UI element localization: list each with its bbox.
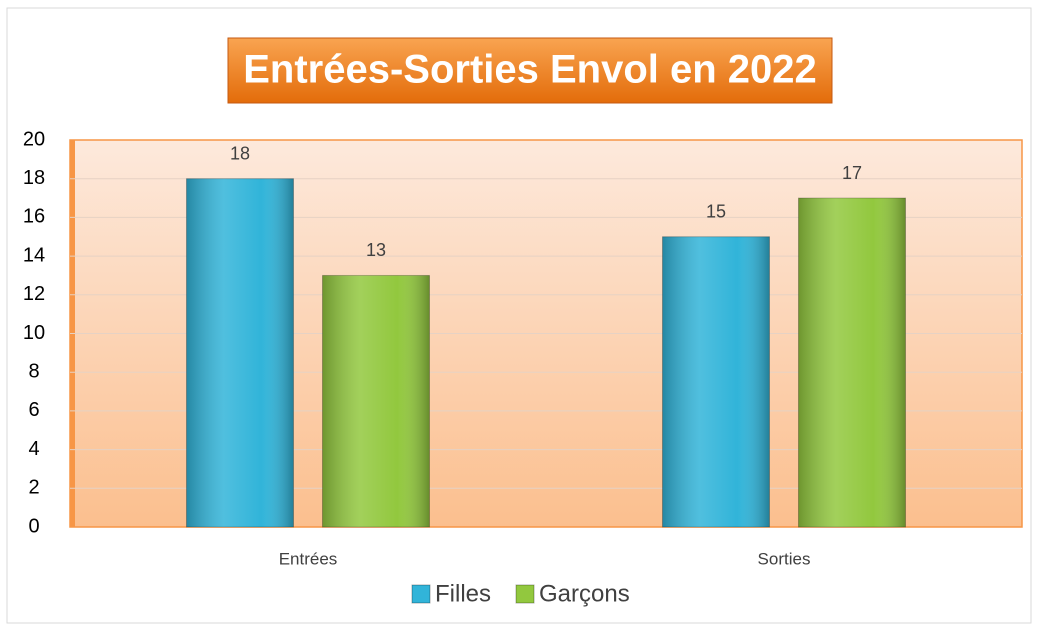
- data-label: 17: [842, 163, 862, 183]
- chart-title: Entrées-Sorties Envol en 2022: [243, 48, 817, 92]
- y-tick-label: 18: [23, 167, 45, 189]
- y-tick-label: 12: [23, 283, 45, 305]
- y-tick-label: 20: [23, 128, 45, 150]
- legend-label: Garçons: [539, 580, 630, 607]
- y-tick-label: 4: [28, 438, 39, 460]
- bar: [662, 236, 770, 528]
- y-tick-label: 6: [28, 399, 39, 421]
- legend-label: Filles: [435, 580, 491, 607]
- bar: [322, 274, 430, 528]
- y-tick-label: 16: [23, 206, 45, 228]
- y-tick-label: 8: [28, 360, 39, 382]
- y-tick-label: 2: [28, 477, 39, 499]
- x-tick-label: Sorties: [758, 549, 811, 568]
- y-tick-label: 14: [23, 244, 45, 266]
- y-tick-label: 10: [23, 322, 45, 344]
- data-label: 15: [706, 202, 726, 222]
- legend-swatch: [515, 584, 535, 604]
- x-tick-label: Entrées: [279, 549, 338, 568]
- legend-swatch: [411, 584, 431, 604]
- bar: [186, 178, 294, 528]
- bar: [798, 197, 906, 528]
- data-label: 18: [230, 143, 250, 163]
- title-box: [227, 37, 833, 104]
- data-label: 13: [366, 240, 386, 260]
- y-tick-label: 0: [28, 515, 39, 537]
